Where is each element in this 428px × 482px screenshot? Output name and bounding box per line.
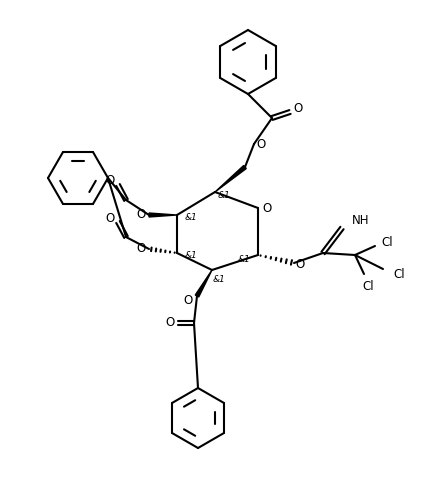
Text: Cl: Cl — [381, 236, 393, 249]
Text: O: O — [295, 257, 305, 270]
Text: Cl: Cl — [362, 280, 374, 293]
Text: &1: &1 — [238, 254, 250, 264]
Text: O: O — [256, 137, 266, 150]
Text: &1: &1 — [213, 275, 226, 283]
Text: O: O — [293, 103, 303, 116]
Polygon shape — [215, 165, 246, 192]
Polygon shape — [195, 270, 212, 297]
Text: Cl: Cl — [393, 268, 405, 281]
Text: O: O — [137, 209, 146, 222]
Text: O: O — [105, 174, 115, 187]
Text: O: O — [137, 242, 146, 255]
Text: &1: &1 — [217, 191, 230, 201]
Text: O: O — [183, 294, 193, 307]
Text: O: O — [165, 317, 175, 330]
Text: NH: NH — [352, 214, 369, 227]
Text: O: O — [105, 212, 115, 225]
Text: &1: &1 — [184, 252, 197, 260]
Text: O: O — [262, 201, 272, 214]
Polygon shape — [149, 213, 177, 217]
Text: &1: &1 — [184, 214, 197, 223]
